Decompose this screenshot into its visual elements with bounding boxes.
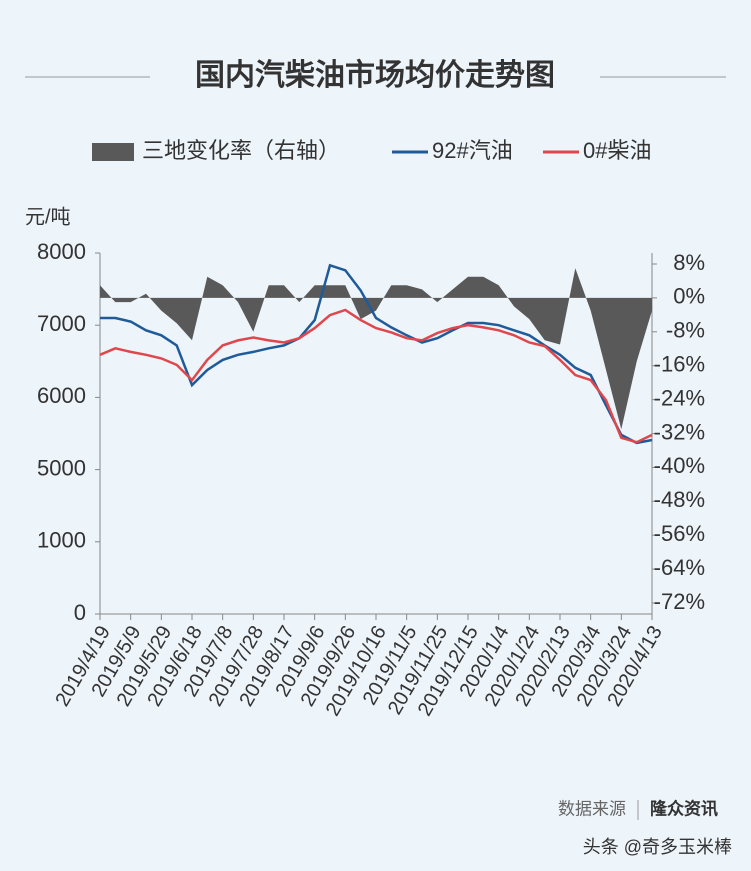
y-tick-label: 6000 (37, 383, 86, 408)
legend-label: 0#柴油 (583, 138, 651, 163)
line (99, 308, 653, 444)
chart-title: 国内汽柴油市场均价走势图 (195, 58, 555, 92)
y2-tick-label: -8% (666, 318, 705, 343)
y-tick-label: 5000 (37, 455, 86, 480)
y2-tick-label: 8% (673, 250, 705, 275)
legend-label: 92#汽油 (432, 138, 513, 163)
y-tick-label: 0 (74, 600, 86, 625)
y2-tick-label: -56% (654, 521, 705, 546)
y2-tick-label: -64% (654, 555, 705, 580)
line (100, 263, 653, 445)
y2-tick-label: -16% (654, 352, 705, 377)
source: 隆众资讯 (650, 798, 718, 818)
y-tick-label: 1000 (37, 528, 86, 553)
credit: 头条 @奇多玉米棒 (583, 837, 732, 857)
area (100, 268, 652, 430)
y2-tick-label: 0% (673, 284, 705, 309)
y-tick-label: 8000 (37, 239, 86, 264)
y2-tick-label: -32% (654, 419, 705, 444)
source-label: 数据来源 (558, 799, 626, 818)
y2-tick-label: -48% (654, 487, 705, 512)
y2-tick-label: -24% (654, 385, 705, 410)
y2-tick-label: -72% (654, 589, 705, 614)
y-axis-label: 元/吨 (25, 205, 71, 228)
y2-tick-label: -40% (654, 453, 705, 478)
legend-swatch (92, 143, 134, 161)
legend-label: 三地变化率（右轴） (142, 138, 340, 163)
y-tick-label: 7000 (37, 311, 86, 336)
